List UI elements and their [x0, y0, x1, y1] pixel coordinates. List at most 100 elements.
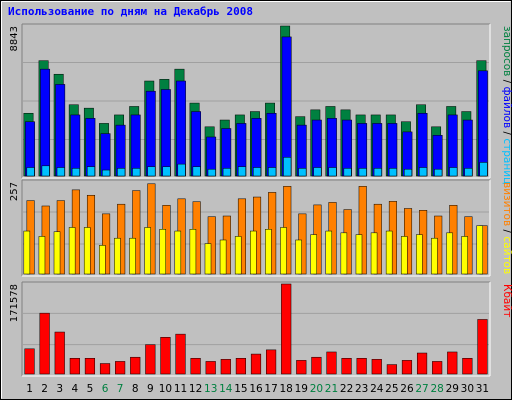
- bar-pages-day-25: [388, 168, 397, 177]
- bar-sites-day-5: [83, 227, 91, 275]
- bar-kbytes-day-22: [341, 358, 352, 375]
- bar-files-day-29: [447, 114, 458, 177]
- bar-files-day-11: [176, 80, 186, 177]
- day-label-28: 28: [430, 383, 443, 395]
- bar-sites-day-13: [204, 243, 212, 275]
- bar-sites-day-12: [189, 229, 197, 275]
- bar-sites-day-10: [159, 229, 166, 275]
- bar-kbytes-day-3: [54, 331, 65, 375]
- day-label-11: 11: [174, 383, 187, 395]
- bar-kbytes-day-27: [416, 352, 428, 375]
- bar-pages-day-14: [222, 168, 231, 177]
- bar-kbytes-day-2: [39, 312, 50, 375]
- day-label-26: 26: [400, 383, 414, 395]
- day-label-15: 15: [234, 383, 247, 395]
- bar-pages-day-21: [328, 167, 337, 177]
- bar-kbytes-day-13: [205, 361, 216, 375]
- y-axis-label: визитов / сайтов: [501, 182, 512, 274]
- bar-kbytes-day-24: [371, 359, 382, 375]
- day-label-12: 12: [189, 383, 202, 395]
- bar-sites-day-30: [461, 236, 468, 275]
- y-axis-label-part: страниц: [501, 138, 512, 184]
- bar-kbytes-day-10: [160, 337, 171, 375]
- bar-sites-day-8: [129, 237, 136, 275]
- y-axis-label-part: /: [501, 226, 512, 236]
- bar-sites-day-1: [23, 230, 31, 275]
- bar-pages-day-29: [449, 167, 458, 177]
- bar-kbytes-day-7: [115, 361, 126, 375]
- day-label-5: 5: [87, 383, 94, 395]
- y-axis-label: Кбайт: [501, 284, 512, 317]
- y-axis-label-part: сайтов: [501, 236, 512, 274]
- bar-kbytes-day-8: [130, 356, 141, 375]
- bar-pages-day-13: [207, 168, 216, 177]
- day-label-20: 20: [310, 383, 323, 395]
- bar-files-day-23: [357, 123, 368, 177]
- bar-files-day-8: [130, 114, 141, 177]
- y-axis-label-part: /: [501, 128, 512, 138]
- day-label-22: 22: [340, 383, 353, 395]
- bar-kbytes-day-31: [477, 319, 488, 375]
- bar-pages-day-18: [283, 157, 292, 177]
- bar-sites-day-14: [219, 239, 227, 275]
- bar-kbytes-day-30: [462, 358, 473, 375]
- bar-sites-day-17: [265, 229, 272, 275]
- bar-kbytes-day-15: [235, 358, 246, 375]
- day-label-4: 4: [71, 383, 78, 395]
- day-label-14: 14: [219, 383, 233, 395]
- chart-title: Использование по дням на Декабрь 2008: [8, 5, 253, 18]
- bar-sites-day-26: [400, 236, 408, 275]
- bar-sites-day-29: [446, 232, 453, 275]
- bar-sites-day-18: [280, 227, 287, 275]
- bar-files-day-9: [145, 90, 156, 177]
- day-label-30: 30: [461, 383, 474, 395]
- day-label-8: 8: [132, 383, 139, 395]
- bar-pages-day-17: [268, 167, 277, 177]
- bar-sites-day-7: [114, 237, 121, 275]
- bar-kbytes-day-9: [145, 344, 156, 375]
- bar-files-day-17: [266, 112, 277, 177]
- y-axis-label: запросов / файлов / страниц: [501, 26, 512, 184]
- bar-files-day-6: [100, 133, 111, 177]
- bar-pages-day-27: [419, 167, 428, 177]
- bar-pages-day-28: [434, 168, 443, 177]
- bar-files-day-30: [462, 119, 473, 177]
- bar-files-day-25: [387, 123, 398, 177]
- y-axis-label-part: визитов: [501, 182, 512, 226]
- bar-files-day-12: [191, 111, 201, 177]
- bar-kbytes-day-14: [220, 359, 231, 375]
- bar-sites-day-21: [325, 230, 333, 275]
- day-label-19: 19: [295, 383, 308, 395]
- day-label-17: 17: [264, 383, 277, 395]
- bar-sites-day-6: [99, 245, 106, 275]
- bar-pages-day-31: [479, 162, 488, 177]
- bar-files-day-3: [55, 84, 66, 177]
- bar-kbytes-day-4: [69, 358, 80, 375]
- bar-sites-day-4: [68, 227, 76, 275]
- bar-sites-day-9: [144, 227, 151, 275]
- bar-pages-day-8: [132, 168, 141, 177]
- panel-visits: 257 визитов / сайтов: [9, 179, 512, 277]
- day-label-18: 18: [280, 383, 293, 395]
- day-label-3: 3: [56, 383, 63, 395]
- bar-files-day-31: [477, 70, 488, 177]
- bar-sites-day-31: [476, 225, 484, 275]
- bar-kbytes-day-19: [296, 360, 307, 375]
- bar-files-day-10: [160, 89, 171, 177]
- y-max-label: 171578: [9, 284, 20, 322]
- bar-sites-day-16: [250, 230, 257, 275]
- bar-sites-day-24: [370, 232, 378, 275]
- bar-pages-day-4: [71, 168, 80, 177]
- bar-pages-day-6: [102, 169, 111, 177]
- bar-sites-day-22: [340, 232, 348, 275]
- day-label-10: 10: [159, 383, 172, 395]
- bar-kbytes-day-26: [401, 360, 413, 375]
- bar-sites-day-11: [174, 230, 182, 275]
- y-axis-label-part: Кбайт: [501, 284, 512, 317]
- day-label-16: 16: [249, 383, 263, 395]
- bar-sites-day-3: [53, 231, 61, 275]
- bar-files-day-24: [372, 123, 383, 177]
- bar-sites-day-28: [431, 237, 438, 275]
